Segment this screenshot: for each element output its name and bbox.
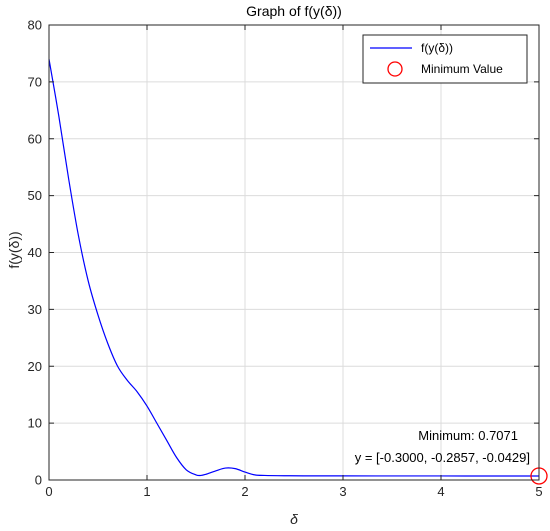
y-tick-label: 0 — [35, 473, 42, 488]
legend-entry-series: f(y(δ)) — [421, 41, 453, 55]
y-tick-label: 10 — [28, 416, 42, 431]
y-tick-label: 80 — [28, 18, 42, 33]
chart-title: Graph of f(y(δ)) — [246, 3, 342, 19]
axis-ticks — [48, 24, 540, 481]
y-tick-label: 20 — [28, 359, 42, 374]
x-tick-label: 2 — [241, 484, 248, 499]
y-tick-label: 50 — [28, 188, 42, 203]
annotation-minimum: Minimum: 0.7071 — [418, 428, 518, 443]
x-tick-label: 4 — [437, 484, 444, 499]
y-tick-label: 40 — [28, 245, 42, 260]
legend-marker-swatch — [387, 61, 403, 77]
legend-entry-minimum: Minimum Value — [421, 62, 503, 76]
x-tick-label: 0 — [45, 484, 52, 499]
y-tick-label: 30 — [28, 302, 42, 317]
y-axis-label: f(y(δ)) — [6, 231, 22, 268]
annotation-y-vector: y = [-0.3000, -0.2857, -0.0429] — [355, 450, 530, 465]
x-axis-label: δ — [290, 511, 298, 527]
x-tick-label: 3 — [339, 484, 346, 499]
x-tick-label: 5 — [535, 484, 542, 499]
legend: f(y(δ)) Minimum Value — [362, 34, 528, 84]
y-tick-label: 60 — [28, 131, 42, 146]
series-line — [48, 59, 540, 477]
x-tick-label: 1 — [143, 484, 150, 499]
y-tick-label: 70 — [28, 74, 42, 89]
